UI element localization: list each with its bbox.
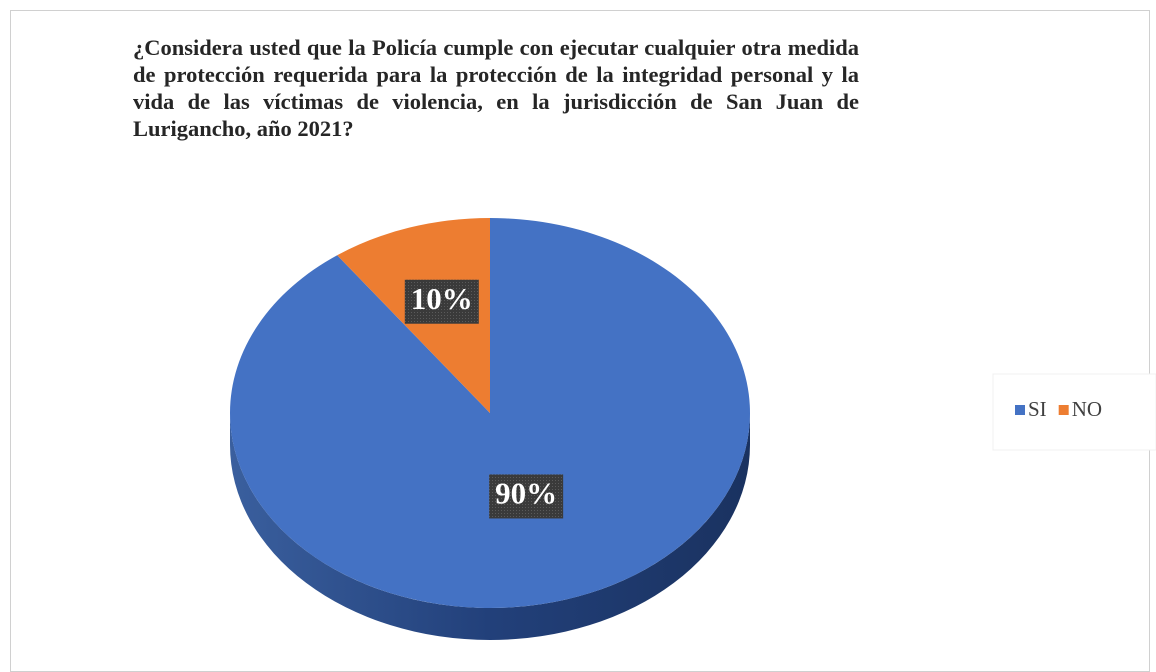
data-label-box xyxy=(404,279,479,324)
chart: 90% 10% SI NO xyxy=(229,218,1156,640)
data-label: 10% xyxy=(411,281,473,316)
legend-swatch xyxy=(1015,405,1025,415)
legend-label: SI xyxy=(1028,397,1047,421)
legend-swatch xyxy=(1058,405,1069,415)
chart-title: ¿Considera usted que la Policía cumple c… xyxy=(133,35,859,141)
legend-label: NO xyxy=(1072,397,1102,421)
data-label: 90% xyxy=(495,476,557,511)
pie-slice xyxy=(229,218,750,608)
data-label-box xyxy=(489,474,564,519)
pie-side xyxy=(230,413,750,640)
